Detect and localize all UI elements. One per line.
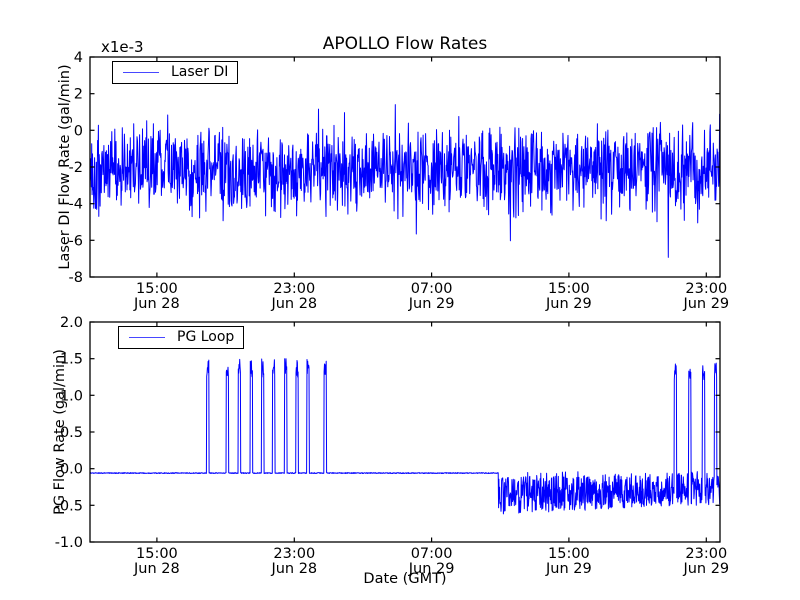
y-tick-label: 4 xyxy=(74,50,83,66)
laser-di-plot-axes-frame xyxy=(89,56,721,278)
y-tick-label: 1.5 xyxy=(60,352,83,368)
y-tick-label: 2 xyxy=(74,87,83,103)
legend-label: PG Loop xyxy=(177,329,235,345)
laser-di-plot-series-line xyxy=(89,104,721,258)
x-tick-time-label: 23:00 xyxy=(685,281,727,297)
legend-line-icon xyxy=(123,71,159,73)
y-tick-label: 0.0 xyxy=(60,462,83,478)
chart-title: APOLLO Flow Rates xyxy=(322,34,488,54)
pg-loop-plot-series-line xyxy=(89,358,721,515)
y-tick-label: 2.0 xyxy=(60,315,83,331)
pg-loop-plot-axes-frame xyxy=(89,321,721,543)
x-tick-date-label: Jun 29 xyxy=(408,561,455,577)
x-tick-date-label: Jun 29 xyxy=(682,561,729,577)
legend-laser-di: Laser DI xyxy=(112,61,239,84)
y-tick-label: -2 xyxy=(69,160,83,176)
legend-line-icon xyxy=(129,336,165,338)
y-tick-label: -4 xyxy=(69,197,83,213)
x-tick-time-label: 15:00 xyxy=(136,546,178,562)
y-axis-label-laser-di: Laser DI Flow Rate (gal/min) xyxy=(57,64,74,270)
x-tick-date-label: Jun 28 xyxy=(133,561,180,577)
x-tick-date-label: Jun 29 xyxy=(545,561,592,577)
x-tick-date-label: Jun 28 xyxy=(270,561,317,577)
legend-label: Laser DI xyxy=(171,64,229,80)
x-tick-date-label: Jun 28 xyxy=(270,296,317,312)
y-tick-label: 0.5 xyxy=(60,425,83,441)
y-tick-label: -8 xyxy=(69,270,83,286)
legend-pg-loop: PG Loop xyxy=(118,326,245,349)
x-tick-time-label: 23:00 xyxy=(273,281,315,297)
x-tick-time-label: 07:00 xyxy=(411,546,453,562)
x-tick-time-label: 15:00 xyxy=(548,281,590,297)
y-tick-label: 1.0 xyxy=(60,388,83,404)
x-tick-time-label: 23:00 xyxy=(273,546,315,562)
x-tick-date-label: Jun 29 xyxy=(545,296,592,312)
y-tick-label: 0 xyxy=(74,123,83,139)
pg-loop-plot-ticks xyxy=(90,321,720,543)
y-axis-offset-text: x1e-3 xyxy=(101,38,144,56)
x-tick-date-label: Jun 28 xyxy=(133,296,180,312)
y-tick-label: -0.5 xyxy=(55,498,83,514)
x-tick-time-label: 23:00 xyxy=(685,546,727,562)
x-tick-date-label: Jun 29 xyxy=(408,296,455,312)
x-tick-time-label: 15:00 xyxy=(136,281,178,297)
x-tick-time-label: 07:00 xyxy=(411,281,453,297)
y-tick-label: -1.0 xyxy=(55,535,83,551)
x-tick-date-label: Jun 29 xyxy=(682,296,729,312)
y-axis-label-pg: PG Flow Rate (gal/min) xyxy=(52,349,69,515)
y-tick-label: -6 xyxy=(69,233,83,249)
x-tick-time-label: 15:00 xyxy=(548,546,590,562)
x-axis-label: Date (GMT) xyxy=(363,571,447,587)
